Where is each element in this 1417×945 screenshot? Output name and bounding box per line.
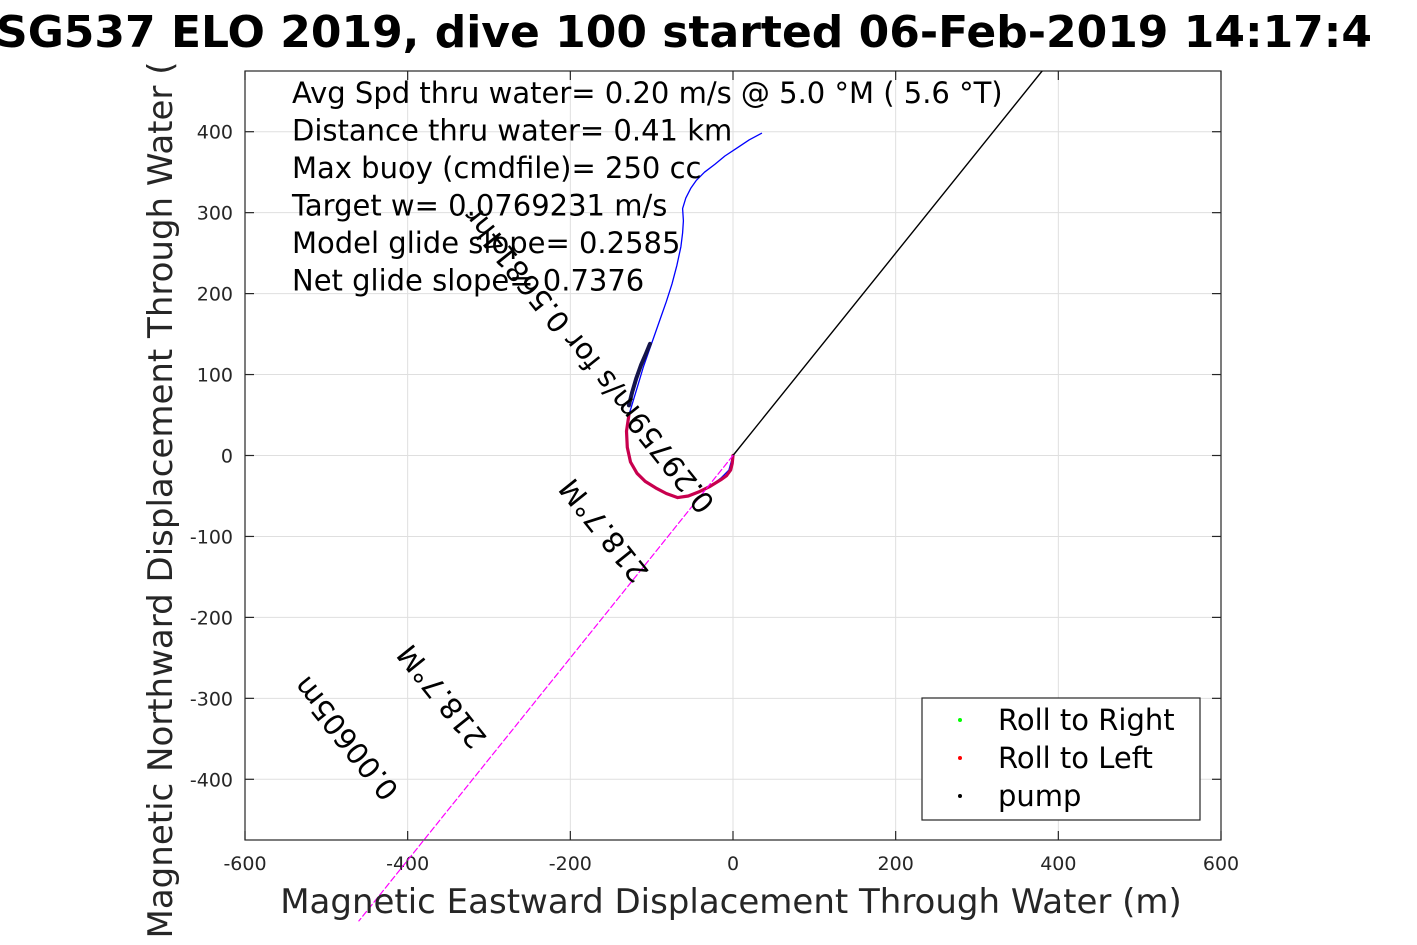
y-tick-label: -100 [190, 526, 233, 548]
dive-vector-label-heading: 218.7°M [552, 472, 655, 589]
legend-entry: Roll to Right [998, 703, 1175, 737]
legend-marker [958, 756, 962, 760]
y-tick-label: -300 [190, 688, 233, 710]
x-tick-label: -200 [549, 853, 592, 875]
y-tick-label: 400 [197, 122, 233, 144]
current-vector-line [733, 71, 1042, 456]
chart-title: SG537 ELO 2019, dive 100 started 06-Feb-… [0, 7, 1372, 58]
annotation-line: Avg Spd thru water= 0.20 m/s @ 5.0 °M ( … [292, 76, 1003, 110]
y-tick-label: -200 [190, 607, 233, 629]
x-tick-label: 0 [727, 853, 739, 875]
annotation-line: Max buoy (cmdfile)= 250 cc [292, 151, 701, 185]
annotation-line: Net glide slope= 0.7376 [292, 264, 644, 298]
legend: Roll to Right Roll to Left pump [922, 698, 1200, 820]
legend-marker [958, 718, 962, 722]
annotation-line: Model glide slope= 0.2585 [292, 226, 680, 260]
x-tick-label: -400 [386, 853, 429, 875]
x-tick-label: 400 [1040, 853, 1076, 875]
annotation-line: Target w= 0.0769231 m/s [291, 189, 667, 223]
x-tick-label: 600 [1203, 853, 1239, 875]
y-tick-label: 200 [197, 284, 233, 306]
dive-vector-label-distance: 0.00605m [286, 670, 405, 807]
y-axis-label: Magnetic Northward Displacement Through … [141, 62, 181, 939]
y-tick-label: 0 [221, 446, 233, 468]
y-tick-label: -400 [190, 769, 233, 791]
legend-marker [958, 794, 962, 798]
x-axis-label: Magnetic Eastward Displacement Through W… [280, 882, 1182, 922]
legend-entry: Roll to Left [998, 741, 1153, 775]
x-tick-label: -600 [223, 853, 266, 875]
annotation-line: Distance thru water= 0.41 km [292, 114, 732, 148]
y-tick-label: 300 [197, 203, 233, 225]
y-tick-label: 100 [197, 365, 233, 387]
x-tick-label: 200 [878, 853, 914, 875]
dive-vector-label-heading-2: 218.7°M [390, 638, 493, 755]
chart: -600 -400 -200 0 200 400 600 400 300 200 100 0 -100 -… [0, 0, 1417, 945]
legend-entry: pump [998, 779, 1081, 813]
